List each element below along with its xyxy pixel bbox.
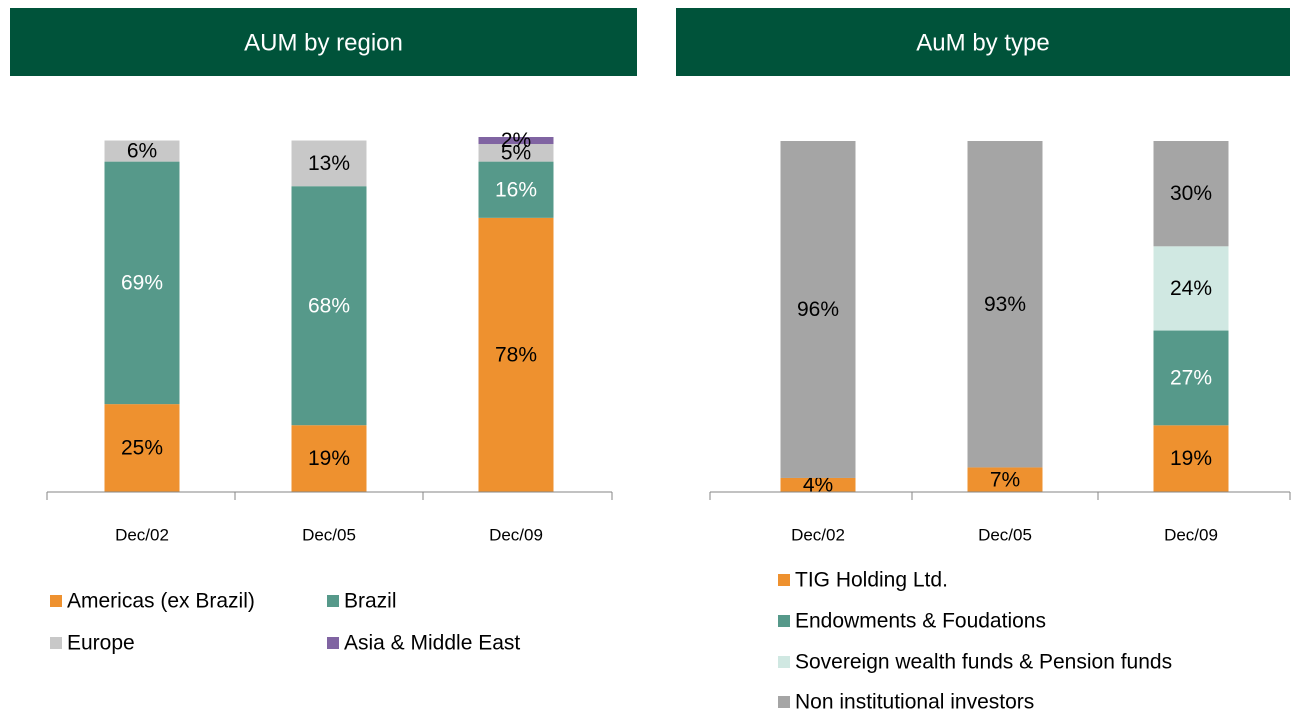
data-label: 2% xyxy=(501,129,531,152)
bar-segment xyxy=(1153,425,1229,492)
data-label: 16% xyxy=(495,178,537,201)
bar-segment xyxy=(478,161,554,218)
bar-segment xyxy=(291,186,367,426)
legend-label: Europe xyxy=(67,632,135,655)
x-tick-label: Dec/09 xyxy=(489,525,543,544)
bar-segment xyxy=(291,140,367,187)
bar-segment xyxy=(104,140,180,162)
bar-segment xyxy=(478,137,554,145)
data-label: 69% xyxy=(121,271,163,294)
data-label: 4% xyxy=(803,474,833,497)
bar-segment xyxy=(478,217,554,492)
legend-label: Americas (ex Brazil) xyxy=(67,590,255,613)
legend-label: Sovereign wealth funds & Pension funds xyxy=(795,651,1172,674)
data-label: 19% xyxy=(1170,447,1212,470)
legend-label: Endowments & Foudations xyxy=(795,610,1046,633)
bar-segment xyxy=(1153,330,1229,426)
legend-swatch xyxy=(327,637,339,649)
bar-segment xyxy=(780,477,856,492)
legend-label: Brazil xyxy=(344,590,397,613)
legend-swatch xyxy=(50,637,62,649)
data-label: 30% xyxy=(1170,182,1212,205)
bar-segment xyxy=(1153,141,1229,247)
data-label: 5% xyxy=(501,141,531,164)
data-label: 24% xyxy=(1170,277,1212,300)
data-label: 78% xyxy=(495,343,537,366)
bar-segment xyxy=(291,425,367,492)
x-tick-label: Dec/05 xyxy=(302,525,356,544)
legend-swatch xyxy=(778,696,790,708)
data-label: 13% xyxy=(308,152,350,175)
data-label: 68% xyxy=(308,294,350,317)
x-tick-label: Dec/02 xyxy=(791,525,845,544)
bar-segment xyxy=(967,467,1043,492)
bar-segment xyxy=(780,141,856,478)
data-label: 6% xyxy=(127,140,157,163)
bar-segment xyxy=(104,404,180,492)
legend-swatch xyxy=(327,595,339,607)
bar-segment xyxy=(104,161,180,405)
data-label: 7% xyxy=(990,468,1020,491)
data-label: 96% xyxy=(797,298,839,321)
legend-label: Asia & Middle East xyxy=(344,632,520,655)
legend-swatch xyxy=(778,615,790,627)
bar-segment xyxy=(1153,246,1229,331)
bar-segment xyxy=(478,144,554,162)
x-tick-label: Dec/09 xyxy=(1164,525,1218,544)
data-label: 19% xyxy=(308,447,350,470)
x-tick-label: Dec/05 xyxy=(978,525,1032,544)
chart-title: AUM by region xyxy=(244,29,403,56)
x-tick-label: Dec/02 xyxy=(115,525,169,544)
data-label: 27% xyxy=(1170,366,1212,389)
legend-label: TIG Holding Ltd. xyxy=(795,569,948,592)
bar-segment xyxy=(967,141,1043,468)
data-label: 25% xyxy=(121,437,163,460)
legend-label: Non institutional investors xyxy=(795,691,1034,714)
legend-swatch xyxy=(50,595,62,607)
header-bar xyxy=(676,8,1290,76)
header-bar xyxy=(10,8,637,76)
data-label: 93% xyxy=(984,293,1026,316)
chart-title: AuM by type xyxy=(916,29,1049,56)
legend-swatch xyxy=(778,656,790,668)
legend-swatch xyxy=(778,574,790,586)
